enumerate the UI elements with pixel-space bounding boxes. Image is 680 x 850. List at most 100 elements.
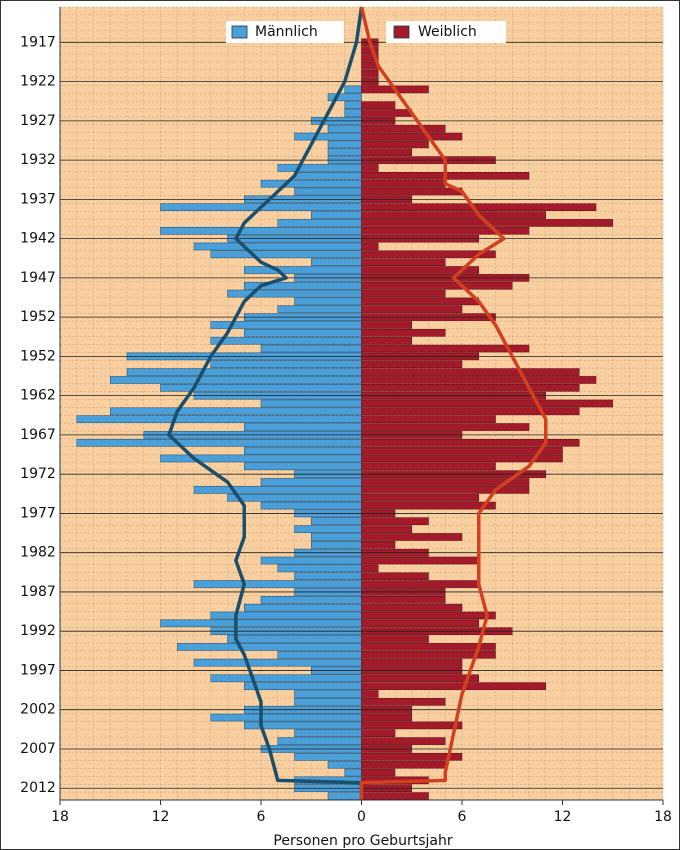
bar [361, 101, 396, 109]
bar [361, 698, 446, 706]
bar [361, 643, 496, 651]
bar [361, 140, 429, 149]
bar [361, 281, 513, 290]
y-tick-label: 2012 [20, 780, 56, 796]
plot [59, 6, 664, 805]
bar [344, 101, 362, 109]
bar [361, 603, 463, 612]
bar [327, 124, 362, 133]
bar [361, 690, 379, 698]
bar [210, 611, 362, 620]
bar [361, 179, 446, 188]
bar [110, 407, 362, 416]
y-tick-label: 1942 [20, 231, 56, 247]
bar [210, 713, 362, 722]
bar [244, 603, 362, 612]
y-tick-label: 1952 [20, 309, 56, 325]
bar [311, 533, 362, 541]
bar [361, 493, 479, 502]
bar [260, 556, 362, 565]
bar [361, 415, 496, 423]
bar [361, 124, 446, 133]
bar [361, 250, 496, 259]
bar [361, 211, 546, 219]
trend-line [359, 6, 548, 800]
bar [311, 517, 362, 526]
x-tick-label: 12 [554, 809, 572, 825]
bar [361, 753, 463, 761]
bar [210, 336, 362, 345]
bar [361, 525, 412, 533]
bar [361, 226, 530, 235]
bar [361, 54, 379, 62]
bar [311, 541, 362, 549]
bar [361, 619, 479, 628]
bar [327, 93, 362, 102]
bar [361, 792, 429, 800]
bar [361, 399, 613, 408]
bar [327, 760, 362, 769]
bar [361, 407, 580, 416]
legend-label: Weiblich [418, 24, 477, 40]
bar [361, 46, 379, 54]
bar [177, 643, 362, 651]
bar [361, 760, 446, 769]
bar [361, 478, 530, 486]
bar [361, 446, 563, 455]
bar [260, 596, 362, 604]
bar [361, 187, 463, 196]
bar [361, 203, 597, 211]
bar [160, 619, 362, 628]
bar [311, 211, 362, 219]
bar [361, 674, 479, 683]
legend-bg [226, 21, 344, 43]
bar [361, 486, 530, 494]
bar [361, 376, 597, 384]
bar [361, 682, 546, 690]
bar [361, 384, 580, 392]
bar [361, 517, 429, 526]
bar [76, 415, 362, 423]
bar [361, 768, 396, 777]
bar [110, 376, 362, 384]
bar [260, 344, 362, 353]
bar [361, 266, 479, 274]
bar [361, 501, 496, 510]
y-tick-label: 2007 [20, 741, 56, 757]
bar [361, 533, 463, 541]
bar [361, 454, 563, 463]
bar [277, 564, 362, 573]
bar [294, 297, 362, 306]
bar [244, 462, 362, 471]
bar [277, 305, 362, 314]
bar [361, 721, 463, 730]
bar [361, 580, 479, 588]
x-tick-label: 6 [458, 809, 467, 825]
bar [311, 258, 362, 266]
bar [361, 289, 446, 298]
legend: Männlich Weiblich [226, 21, 506, 43]
bar [294, 132, 362, 141]
y-tick-label: 1992 [20, 623, 56, 639]
bar [294, 572, 362, 581]
bar [277, 650, 362, 659]
bar [277, 219, 362, 227]
bar [344, 85, 362, 94]
trend-line [167, 6, 364, 800]
bar [361, 109, 412, 117]
y-tick-label: 2002 [20, 702, 56, 718]
bar [126, 368, 362, 376]
bar [361, 729, 396, 738]
y-tick-label: 1977 [20, 505, 56, 521]
bar [244, 446, 362, 455]
y-tick-label: 1967 [20, 427, 56, 443]
bar [361, 305, 463, 314]
bar [344, 768, 362, 777]
bar [76, 438, 362, 447]
y-tick-label: 1952 [20, 348, 56, 364]
bar [244, 266, 362, 274]
bar [361, 148, 412, 157]
bar [361, 360, 463, 369]
bar [361, 329, 446, 337]
